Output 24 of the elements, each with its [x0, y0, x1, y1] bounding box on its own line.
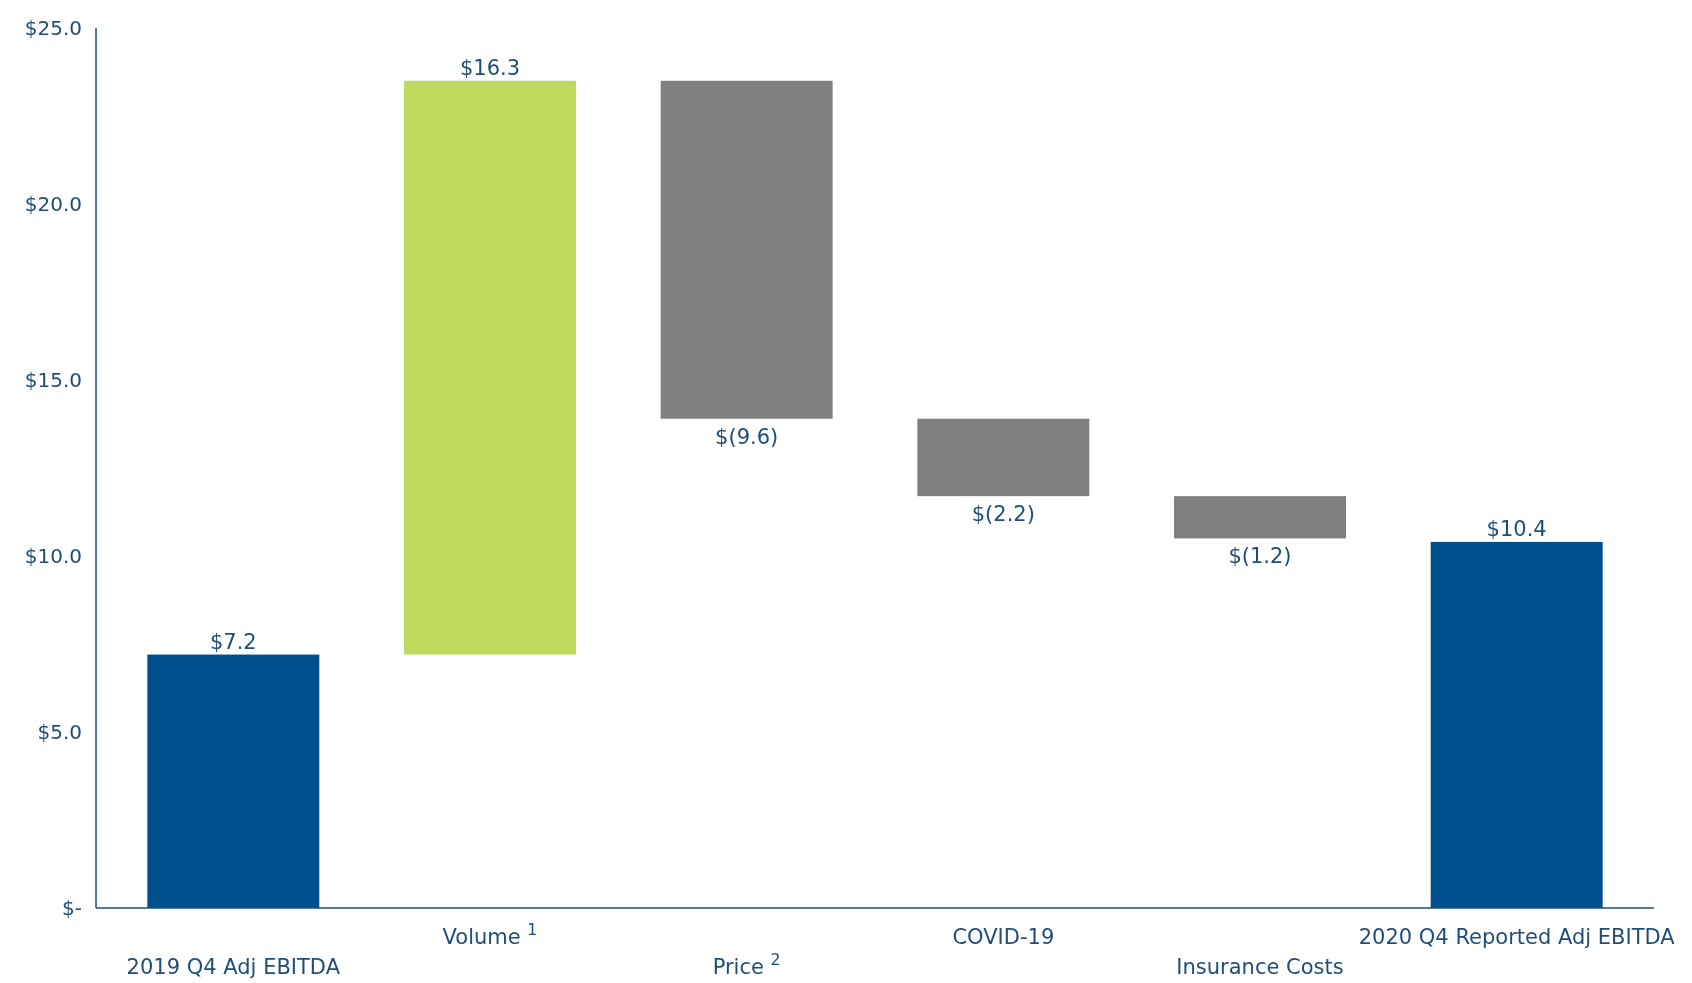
- bar: [404, 80, 576, 655]
- data-label: $(2.2): [971, 502, 1035, 527]
- x-tick-label: Volume $^{1}$: [442, 919, 538, 949]
- data-label: $(9.6): [715, 424, 779, 449]
- x-tick-label: COVID-19: [952, 925, 1055, 949]
- bar: [917, 418, 1090, 497]
- y-tick-label: $25.0: [24, 16, 82, 40]
- data-label: $16.3: [459, 55, 521, 80]
- data-label: $7.2: [209, 629, 257, 654]
- y-tick-label: $10.0: [24, 544, 82, 568]
- x-tick-label: Insurance Costs: [1176, 955, 1344, 979]
- x-tick-label: 2019 Q4 Adj EBITDA: [126, 955, 341, 979]
- data-label: $10.4: [1486, 516, 1547, 541]
- y-tick-label: $5.0: [37, 720, 82, 744]
- bar: [660, 80, 833, 419]
- bar: [1174, 496, 1346, 539]
- bar: [147, 654, 320, 908]
- bar: [1430, 541, 1603, 908]
- data-label: $(1.2): [1228, 544, 1292, 569]
- x-tick-label: 2020 Q4 Reported Adj EBITDA: [1358, 925, 1676, 949]
- y-tick-label: $-: [62, 896, 82, 920]
- y-tick-label: $15.0: [24, 368, 82, 392]
- y-tick-label: $20.0: [24, 192, 82, 216]
- x-tick-label: Price $^{2}$: [712, 949, 781, 979]
